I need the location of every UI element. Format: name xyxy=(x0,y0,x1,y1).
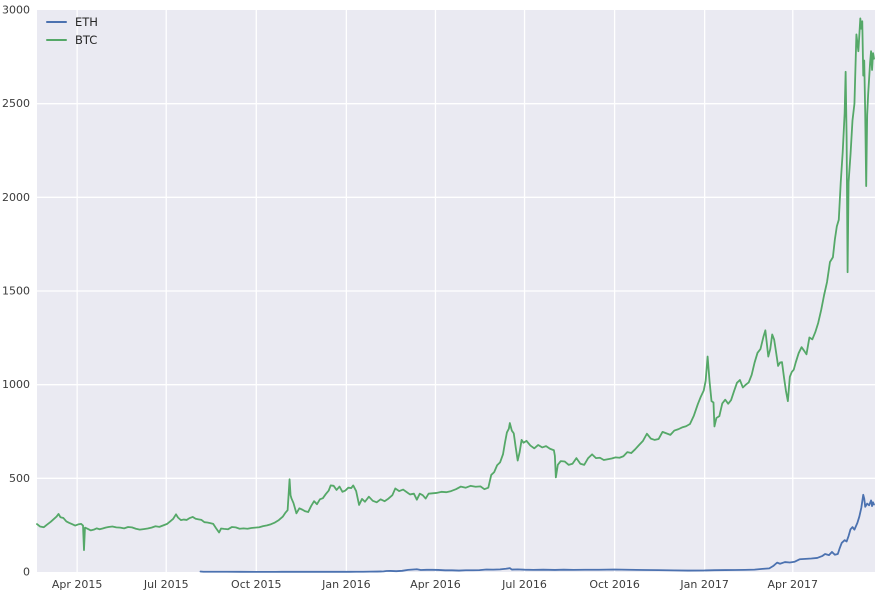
x-tick-label: Apr 2015 xyxy=(52,578,103,591)
x-tick-label: Jul 2016 xyxy=(501,578,547,591)
y-tick-label: 3000 xyxy=(2,4,30,17)
y-tick-label: 0 xyxy=(23,566,30,579)
btc-line xyxy=(36,17,875,551)
legend-label-eth: ETH xyxy=(75,15,98,29)
eth-line xyxy=(199,493,875,573)
legend: ETH BTC xyxy=(46,15,98,47)
y-tick-label: 2000 xyxy=(2,191,30,204)
x-tick-label: Apr 2017 xyxy=(768,578,819,591)
y-tick-label: 1500 xyxy=(2,285,30,298)
btc-line-swatch xyxy=(46,38,67,42)
y-tick-label: 500 xyxy=(9,472,30,485)
x-tick-label: Apr 2016 xyxy=(410,578,461,591)
legend-label-btc: BTC xyxy=(75,33,98,47)
y-tick-label: 1000 xyxy=(2,378,30,391)
legend-item-eth: ETH xyxy=(46,15,98,29)
y-tick-label: 2500 xyxy=(2,97,30,110)
x-tick-label: Jan 2017 xyxy=(679,578,728,591)
x-tick-label: Oct 2015 xyxy=(231,578,282,591)
eth-line-swatch xyxy=(46,20,67,24)
x-tick-label: Jul 2015 xyxy=(143,578,189,591)
x-tick-label: Oct 2016 xyxy=(589,578,640,591)
x-tick-label: Jan 2016 xyxy=(321,578,370,591)
legend-item-btc: BTC xyxy=(46,33,98,47)
